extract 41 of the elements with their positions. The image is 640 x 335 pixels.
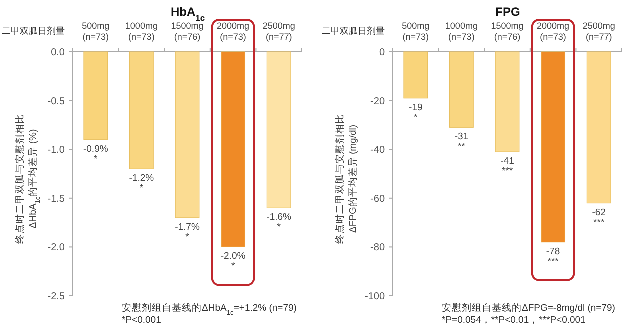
y-axis-title: 终点时二甲双胍与安慰剂相比 ΔFPG的平均差异 (mg/dl) (334, 114, 359, 244)
data-label: -2.0% * (220, 251, 246, 272)
y-tick-label: -60 (370, 194, 386, 205)
x-tick-label: 1500mg (n=76) (171, 21, 204, 42)
x-tick-label: 1000mg (n=73) (125, 21, 158, 42)
y-tick-label: -20 (370, 96, 386, 108)
y-tick-label: -1.0 (48, 145, 66, 156)
text: *P=0.054，**P<0.01，***P<0.001 (442, 315, 586, 326)
data-label: -31 ** (454, 132, 469, 153)
data-label: -1.7% * (175, 222, 200, 243)
chart-title: HbA$_{1c}$ (171, 5, 206, 23)
data-label: -19 * (409, 102, 423, 124)
data-label: -78 *** (546, 246, 560, 268)
text: 安慰剂组自基线的ΔFPG=-8mg/dl (n=79) (442, 302, 616, 314)
x-tick-label: 1500mg (n=76) (491, 21, 524, 42)
data-label: -0.9% * (83, 144, 109, 165)
y-tick-label: -2.0 (48, 242, 66, 254)
chart-title: FPG (496, 5, 520, 19)
y-tick-label: -40 (370, 145, 386, 156)
data-label: -1.2% * (129, 173, 155, 194)
text: 安慰剂组自基线的ΔHbA$_{1c}$=+1.2% (n=79) (122, 302, 297, 316)
y-tick-label: -2.5 (48, 292, 66, 302)
x-axis-title: 二甲双胍日剂量 (2, 26, 65, 36)
x-tick-label: 2500mg (n=77) (262, 21, 296, 42)
y-tick-label: -80 (370, 242, 386, 254)
text: *P<0.001 (122, 315, 162, 326)
y-tick-label: 0.0 (51, 48, 66, 58)
data-label: -62 *** (592, 207, 606, 228)
x-axis-title: 二甲双胍日剂量 (322, 26, 385, 36)
y-tick-label: -0.5 (48, 96, 66, 108)
x-tick-label: 500mg (n=73) (402, 21, 430, 42)
y-tick-label: -1.5 (48, 194, 66, 205)
y-tick-label: -100 (364, 292, 386, 302)
x-tick-label: 1000mg (n=73) (445, 21, 478, 42)
data-label: -1.6% * (266, 212, 292, 234)
x-tick-label: 2000mg (n=73) (217, 21, 250, 42)
y-tick-label: 0 (379, 48, 386, 58)
x-tick-label: 2000mg (n=73) (537, 21, 570, 42)
x-tick-label: 500mg (n=73) (82, 21, 110, 42)
data-label: -41 *** (500, 156, 514, 178)
x-tick-label: 2500mg (n=77) (582, 21, 616, 42)
